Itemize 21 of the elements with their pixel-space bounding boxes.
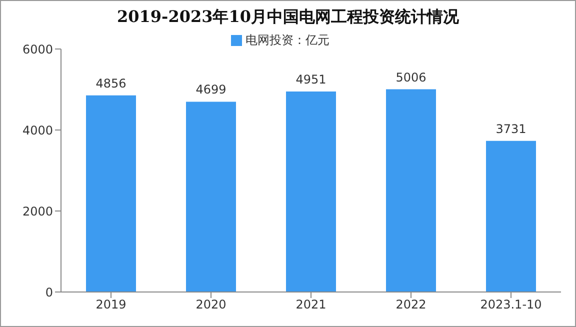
legend-label: 电网投资：亿元 bbox=[246, 33, 330, 47]
data-label: 3731 bbox=[496, 122, 526, 136]
x-tick-label: 2020 bbox=[196, 298, 226, 312]
bar bbox=[186, 102, 236, 292]
x-tick-label: 2022 bbox=[396, 298, 426, 312]
bar bbox=[286, 91, 336, 292]
x-tick-label: 2019 bbox=[96, 298, 126, 312]
data-label: 4951 bbox=[296, 72, 326, 86]
y-tick-label: 0 bbox=[45, 285, 53, 300]
data-label: 4699 bbox=[196, 82, 226, 97]
data-label: 4856 bbox=[96, 76, 126, 90]
bar bbox=[386, 89, 436, 292]
x-tick-label: 2023.1-10 bbox=[480, 298, 542, 312]
x-tick-label: 2021 bbox=[296, 298, 326, 312]
bar bbox=[486, 140, 536, 292]
y-tick-label: 4000 bbox=[22, 123, 53, 138]
y-tick-label: 2000 bbox=[22, 204, 53, 218]
y-tick-label: 6000 bbox=[22, 42, 53, 56]
data-label: 5006 bbox=[396, 70, 426, 84]
bar bbox=[86, 95, 136, 292]
chart-title: 2019-2023年10月中国电网工程投资统计情况 bbox=[116, 7, 460, 28]
